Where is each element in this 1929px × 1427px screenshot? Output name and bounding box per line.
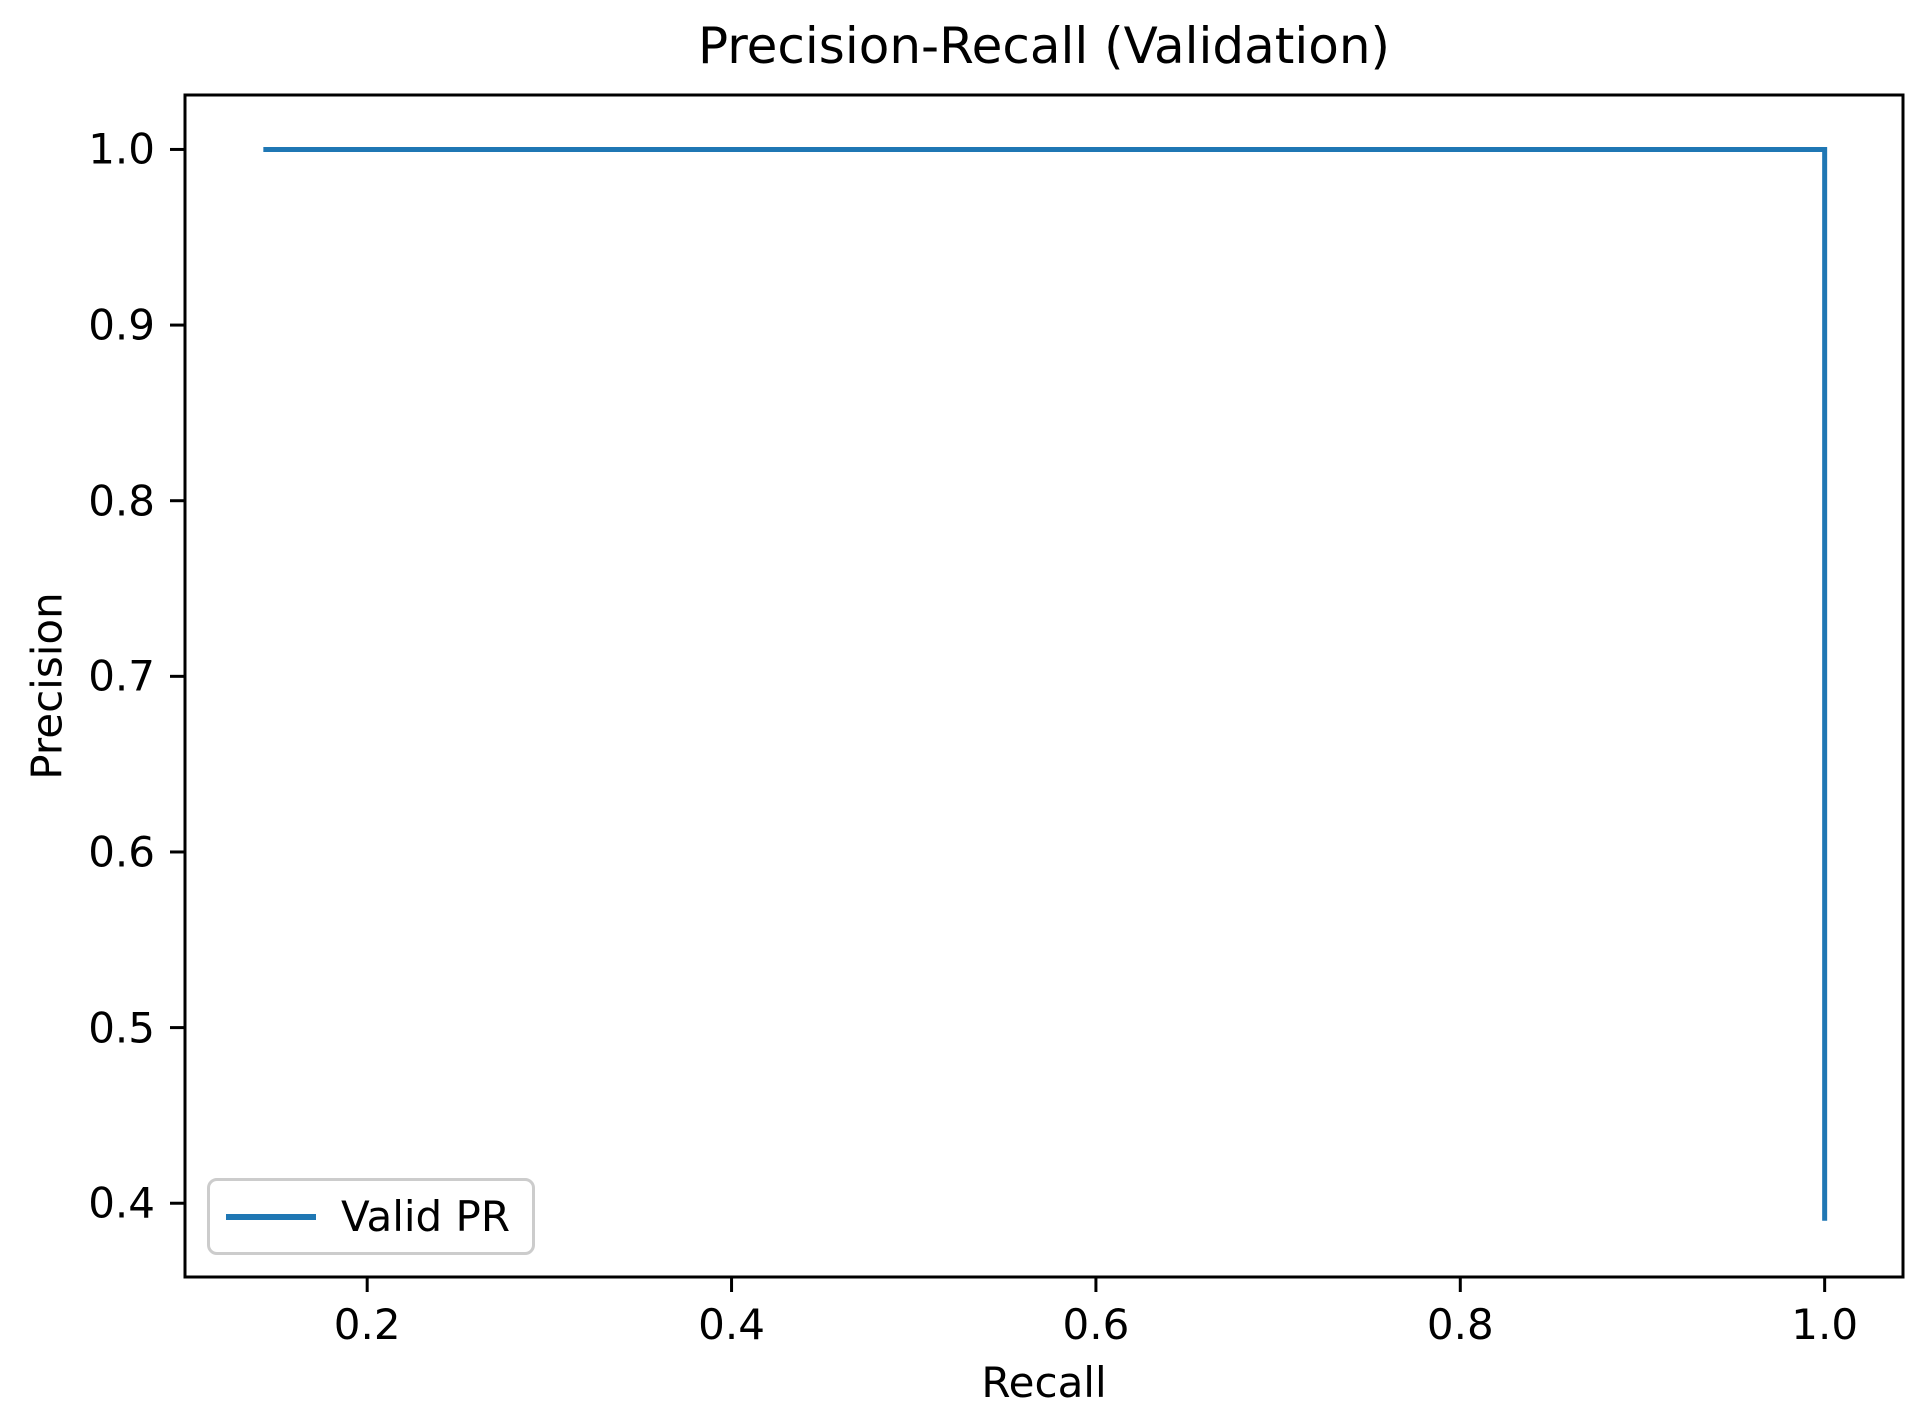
x-tick-label: 1.0 bbox=[1791, 1300, 1859, 1349]
y-tick-label: 1.0 bbox=[88, 124, 155, 174]
y-tick-label: 0.8 bbox=[88, 476, 155, 526]
x-tick-label: 0.8 bbox=[1426, 1300, 1494, 1349]
y-axis-label: Precision bbox=[22, 592, 72, 780]
x-tick-label: 0.4 bbox=[698, 1300, 765, 1349]
x-tick-label: 0.6 bbox=[1062, 1300, 1130, 1349]
legend-label: Valid PR bbox=[341, 1192, 511, 1241]
y-tick-label: 0.9 bbox=[88, 300, 155, 350]
pr-curve-line bbox=[263, 146, 1828, 1221]
axes-frame bbox=[183, 93, 1905, 1279]
y-tick-label: 0.5 bbox=[88, 1003, 155, 1053]
legend-line-sample bbox=[226, 1213, 316, 1220]
y-tick-label: 0.7 bbox=[88, 651, 155, 701]
y-tick-label: 0.4 bbox=[88, 1178, 155, 1228]
legend: Valid PR bbox=[207, 1178, 535, 1255]
y-tick-label: 0.6 bbox=[88, 827, 155, 877]
x-tick-label: 0.2 bbox=[333, 1300, 401, 1349]
chart-title: Precision-Recall (Validation) bbox=[697, 17, 1391, 75]
x-axis-label: Recall bbox=[981, 1358, 1107, 1407]
